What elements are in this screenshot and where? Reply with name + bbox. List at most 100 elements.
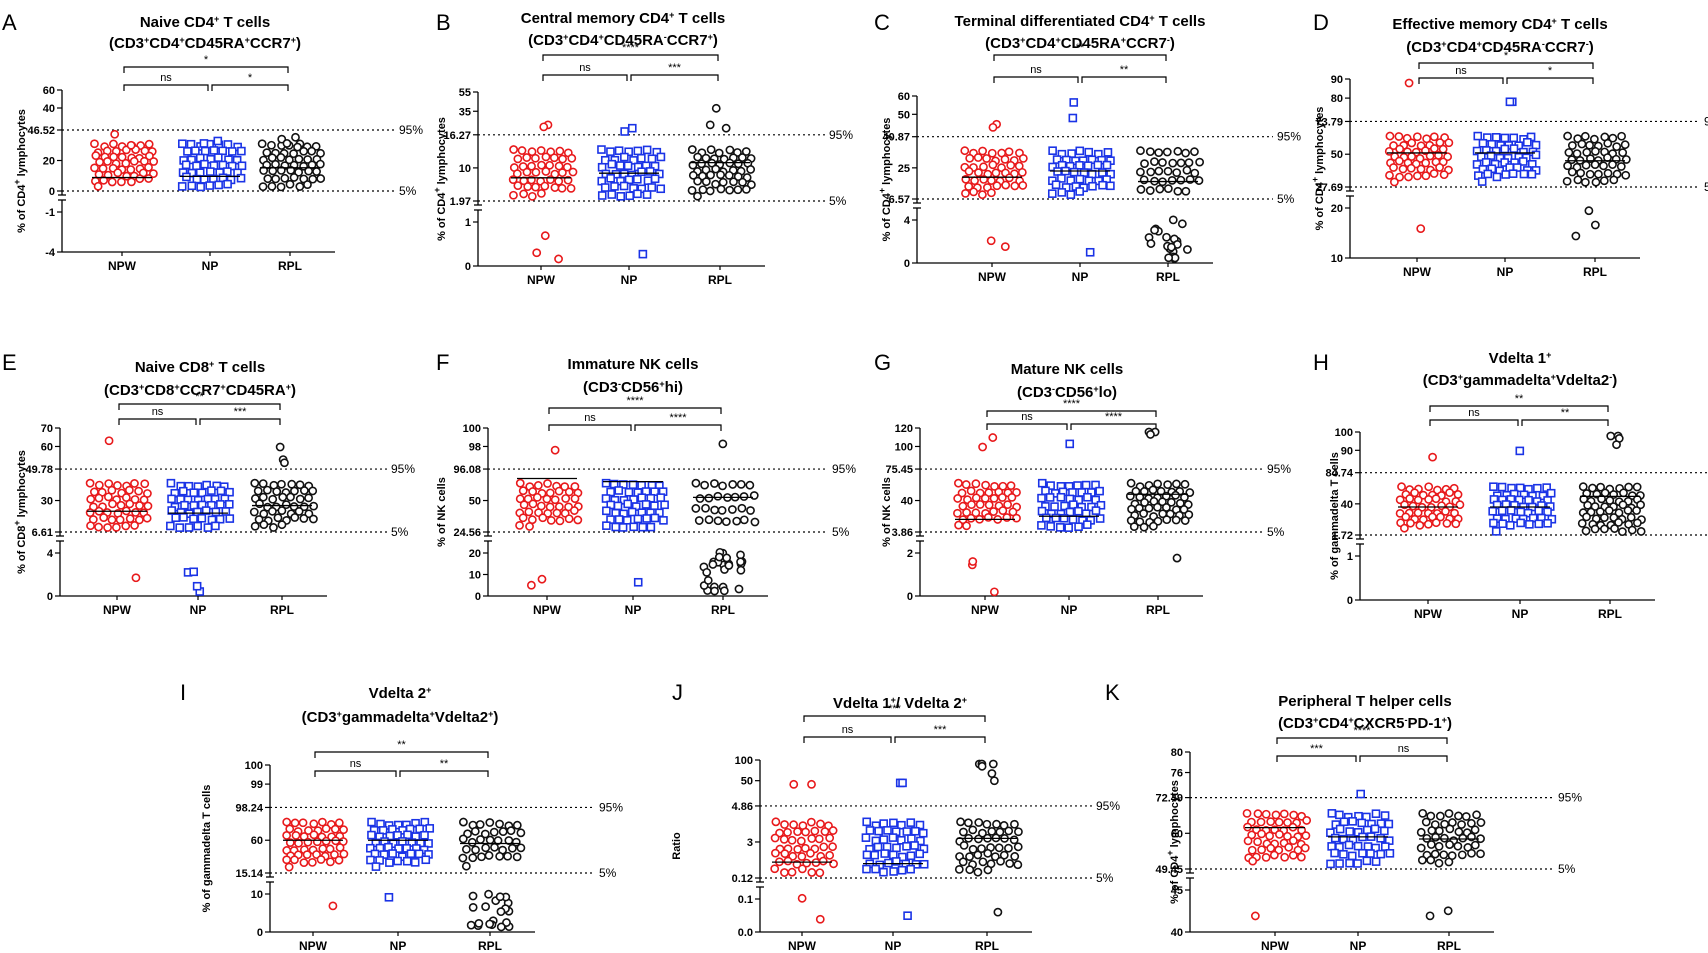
data-point-npw <box>1302 816 1312 825</box>
data-point-np <box>366 855 375 865</box>
data-point-np <box>615 161 625 170</box>
data-point-npw <box>1288 850 1298 860</box>
data-point-rpl <box>725 185 735 195</box>
significance-bracket <box>634 424 722 431</box>
data-point-np <box>184 481 194 491</box>
data-point-rpl <box>490 842 499 852</box>
data-point-rpl <box>250 478 260 488</box>
data-point-npw <box>1435 138 1445 147</box>
data-point-npw <box>998 481 1008 491</box>
data-point-np <box>862 850 872 860</box>
y-tick-label: 49.78 <box>25 464 53 476</box>
significance-bracket <box>1506 77 1594 84</box>
data-point-npw <box>304 826 313 835</box>
data-point-npw <box>1394 156 1404 166</box>
y-axis-label-group: % of CD4+ lymphocytes <box>877 118 893 242</box>
data-point-rpl <box>1139 522 1149 532</box>
chart-title-part: + <box>1552 16 1557 26</box>
y-tick-label: 50 <box>898 109 910 121</box>
data-point-npw <box>541 167 551 176</box>
data-point-rpl <box>496 922 506 932</box>
data-point-rpl <box>716 184 726 194</box>
data-point-npw <box>540 231 550 241</box>
chart-subtitle-part: + <box>488 709 493 719</box>
data-point-rpl <box>1167 175 1177 185</box>
data-point-rpl <box>1004 826 1014 836</box>
significance-bracket <box>1521 419 1609 426</box>
data-point-rpl <box>736 479 746 489</box>
data-point-rpl <box>1632 482 1642 492</box>
data-point-np <box>618 523 628 532</box>
chart-title-part: + <box>426 685 431 695</box>
x-group-label: RPL <box>478 939 502 953</box>
chart-subtitle-part: - <box>618 379 621 389</box>
data-point-rpl <box>262 485 272 495</box>
data-point-np <box>865 826 875 835</box>
data-point-npw <box>527 147 537 157</box>
y-tick-label: 4.86 <box>732 801 753 813</box>
data-point-rpl <box>295 182 305 191</box>
data-point-np <box>1051 513 1061 523</box>
data-point-np <box>1083 492 1092 502</box>
data-point-rpl <box>1154 148 1164 158</box>
data-point-npw <box>542 494 552 504</box>
chart-title: Mature NK cells <box>1011 361 1124 378</box>
data-point-np <box>1531 150 1541 160</box>
data-point-rpl <box>736 557 745 567</box>
data-point-npw <box>528 499 538 509</box>
data-point-npw <box>115 515 125 525</box>
data-point-npw <box>135 174 145 184</box>
data-point-rpl <box>700 480 710 490</box>
data-point-rpl <box>1434 858 1444 868</box>
data-point-np <box>1037 493 1046 503</box>
chart-subtitle-part: + <box>1020 35 1025 45</box>
data-point-npw <box>779 834 789 844</box>
data-point-npw <box>533 481 543 490</box>
data-point-np <box>906 818 916 827</box>
data-point-np <box>1068 515 1078 524</box>
data-point-np <box>197 513 207 523</box>
data-point-npw <box>818 856 828 866</box>
data-point-np <box>189 514 198 524</box>
data-point-npw <box>973 153 983 162</box>
chart-subtitle-part: + <box>291 35 296 45</box>
x-group-label: NPW <box>103 603 132 617</box>
data-point-rpl <box>687 186 697 195</box>
data-point-rpl <box>733 185 743 195</box>
data-point-npw <box>815 914 825 924</box>
data-point-rpl <box>973 850 983 860</box>
data-point-npw <box>317 817 327 827</box>
data-point-rpl <box>1618 148 1628 158</box>
chart-subtitle-part: ) <box>1589 39 1594 56</box>
data-point-npw <box>1296 852 1306 862</box>
data-point-rpl <box>1426 811 1436 821</box>
data-point-rpl <box>1136 146 1145 156</box>
significance-label: ns <box>160 72 172 84</box>
data-point-rpl <box>253 486 263 496</box>
chart-title: Vdelta 2+ <box>369 685 432 702</box>
data-point-np <box>236 173 246 183</box>
data-point-rpl <box>484 889 493 899</box>
data-point-np <box>633 514 643 524</box>
data-point-rpl <box>724 561 734 570</box>
panel-j: J Vdelta 1+/ Vdelta 2+Ratio100504.8630.12… <box>671 680 1120 953</box>
data-point-np <box>1335 810 1344 820</box>
data-point-npw <box>1421 171 1431 181</box>
data-point-npw <box>966 486 976 496</box>
data-point-np <box>1495 153 1505 163</box>
data-point-rpl <box>705 186 715 196</box>
data-point-rpl <box>315 159 325 169</box>
data-point-np <box>1370 824 1380 834</box>
data-point-np <box>637 153 646 163</box>
data-point-np <box>1523 138 1532 147</box>
chart-title-part: T cells <box>674 10 725 27</box>
data-point-np <box>200 146 210 156</box>
significance-bracket <box>803 715 986 722</box>
data-point-npw <box>1257 829 1266 839</box>
data-point-npw <box>90 139 99 149</box>
data-point-npw <box>964 182 974 191</box>
chart-subtitle-part: (CD3 <box>1423 372 1458 389</box>
data-point-rpl <box>1418 808 1428 818</box>
data-point-np <box>1486 151 1496 160</box>
y-tick-label: 0 <box>1347 595 1353 607</box>
